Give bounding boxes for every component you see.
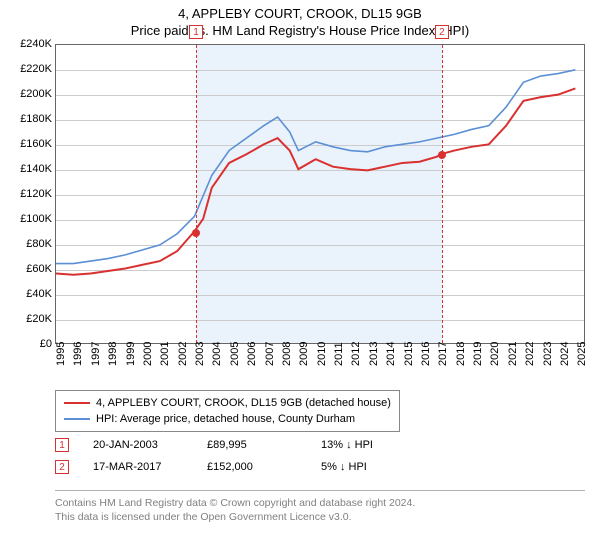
x-tick-label: 2006 [246,342,258,366]
sale-price: £89,995 [207,439,297,451]
sale-date: 17-MAR-2017 [93,461,183,473]
y-tick-label: £200K [2,88,52,100]
x-tick-label: 2022 [524,342,536,366]
sale-marker-box: 1 [55,438,69,452]
x-tick-label: 2023 [542,342,554,366]
legend-label: HPI: Average price, detached house, Coun… [96,413,355,425]
x-tick-label: 2019 [472,342,484,366]
x-tick-label: 2000 [142,342,154,366]
y-tick-label: £80K [2,238,52,250]
y-tick-label: £140K [2,163,52,175]
x-tick-label: 2007 [264,342,276,366]
y-tick-label: £120K [2,188,52,200]
sale-row: 2 17-MAR-2017 £152,000 5% ↓ HPI [55,456,585,478]
y-tick-label: £240K [2,38,52,50]
x-tick-label: 2011 [333,342,345,366]
y-tick-label: £0 [2,338,52,350]
sale-date: 20-JAN-2003 [93,439,183,451]
x-tick-label: 2004 [211,342,223,366]
y-tick-label: £220K [2,63,52,75]
title-sub: Price paid vs. HM Land Registry's House … [0,23,600,38]
x-tick-label: 2009 [298,342,310,366]
x-tick-label: 2013 [368,342,380,366]
y-tick-label: £20K [2,313,52,325]
sale-row: 1 20-JAN-2003 £89,995 13% ↓ HPI [55,434,585,456]
chart-wrap: £0 £20K £40K £60K £80K £100K £120K £140K £160K £1… [0,44,600,384]
x-tick-label: 2002 [177,342,189,366]
x-tick-label: 2008 [281,342,293,366]
x-tick-label: 2020 [489,342,501,366]
marker-box: 1 [189,25,203,39]
title-main: 4, APPLEBY COURT, CROOK, DL15 9GB [0,6,600,21]
chart-container: 4, APPLEBY COURT, CROOK, DL15 9GB Price … [0,0,600,560]
footer-line: Contains HM Land Registry data © Crown c… [55,496,585,510]
x-tick-label: 2021 [507,342,519,366]
x-tick-label: 1997 [90,342,102,366]
series-hpi [56,70,575,264]
footer: Contains HM Land Registry data © Crown c… [55,490,585,524]
x-tick-label: 2010 [316,342,328,366]
legend-label: 4, APPLEBY COURT, CROOK, DL15 9GB (detac… [96,397,391,409]
x-tick-label: 2001 [159,342,171,366]
y-tick-label: £180K [2,113,52,125]
legend-swatch [64,402,90,404]
sale-price: £152,000 [207,461,297,473]
plot-area: 12 [55,44,585,344]
titles: 4, APPLEBY COURT, CROOK, DL15 9GB Price … [0,0,600,38]
y-tick-label: £60K [2,263,52,275]
x-tick-label: 2025 [576,342,588,366]
sale-marker-box: 2 [55,460,69,474]
footer-line: This data is licensed under the Open Gov… [55,510,585,524]
x-tick-label: 1999 [125,342,137,366]
x-tick-label: 2015 [403,342,415,366]
series-lines [56,45,584,343]
sale-delta: 13% ↓ HPI [321,439,411,451]
x-tick-label: 2017 [437,342,449,366]
legend-row: 4, APPLEBY COURT, CROOK, DL15 9GB (detac… [64,395,391,411]
x-tick-label: 1995 [55,342,67,366]
x-tick-label: 2005 [229,342,241,366]
sales-table: 1 20-JAN-2003 £89,995 13% ↓ HPI 2 17-MAR… [55,434,585,478]
x-tick-label: 2016 [420,342,432,366]
y-tick-label: £160K [2,138,52,150]
x-tick-label: 2003 [194,342,206,366]
x-tick-label: 2018 [455,342,467,366]
legend-swatch [64,418,90,420]
legend-row: HPI: Average price, detached house, Coun… [64,411,391,427]
marker-dot [438,151,446,159]
y-tick-label: £100K [2,213,52,225]
marker-box: 2 [435,25,449,39]
x-tick-label: 2024 [559,342,571,366]
marker-dot [192,229,200,237]
legend: 4, APPLEBY COURT, CROOK, DL15 9GB (detac… [55,390,400,432]
sale-delta: 5% ↓ HPI [321,461,411,473]
x-tick-label: 2014 [385,342,397,366]
x-tick-label: 1998 [107,342,119,366]
x-tick-label: 1996 [72,342,84,366]
x-tick-label: 2012 [350,342,362,366]
y-tick-label: £40K [2,288,52,300]
